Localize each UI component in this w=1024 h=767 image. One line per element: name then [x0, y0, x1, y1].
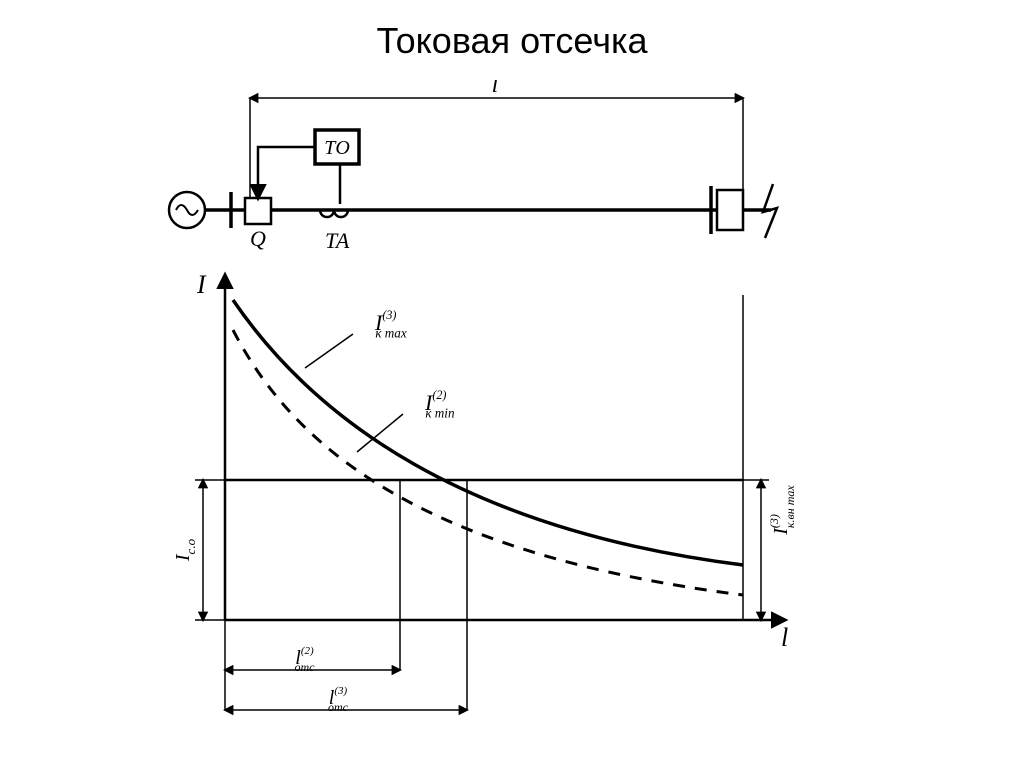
svg-text:I(2)к min: I(2)к min	[424, 388, 455, 421]
svg-text:I(3)к max: I(3)к max	[374, 308, 407, 341]
svg-text:l: l	[492, 80, 499, 98]
svg-text:l(2)отс: l(2)отс	[295, 645, 316, 674]
diagram-stage: l Q ТА ТО Il I(3)к max I(2)к min Iс.о I(3)к.вн…	[145, 80, 880, 730]
svg-text:ТО: ТО	[324, 137, 350, 159]
svg-text:I(3)к.вн max: I(3)к.вн max	[767, 485, 797, 536]
svg-text:ТА: ТА	[325, 228, 350, 253]
svg-text:l: l	[781, 623, 788, 652]
graph-area: Il I(3)к max I(2)к min Iс.о I(3)к.вн max l(2)…	[172, 270, 797, 714]
page-title: Токовая отсечка	[0, 20, 1024, 62]
svg-text:Q: Q	[250, 226, 266, 251]
circuit-row: Q ТА ТО	[169, 130, 777, 253]
diagram-svg: l Q ТА ТО Il I(3)к max I(2)к min Iс.о I(3)к.вн…	[145, 80, 880, 730]
svg-text:l(3)отс: l(3)отс	[328, 685, 349, 714]
svg-text:I: I	[196, 270, 207, 299]
svg-text:Iс.о: Iс.о	[172, 538, 198, 562]
